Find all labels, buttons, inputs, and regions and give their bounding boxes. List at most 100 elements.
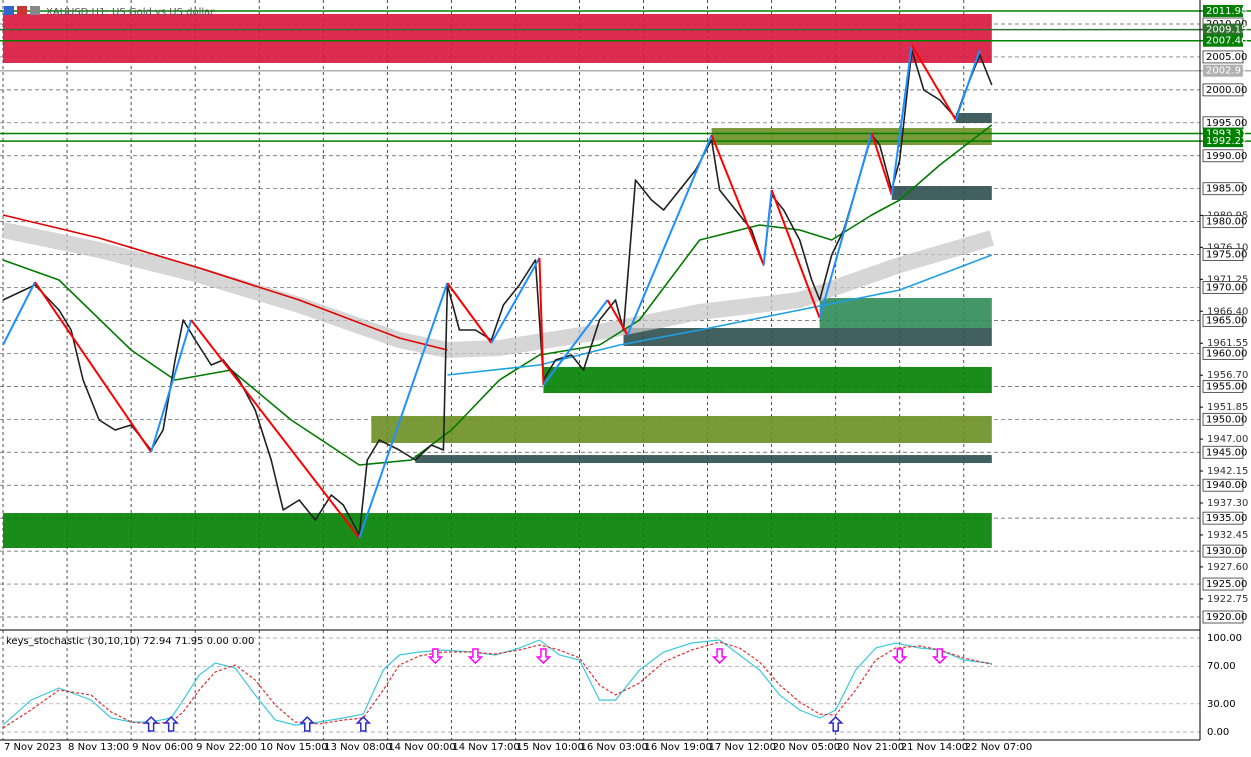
x-tick-label: 16 Nov 03:00	[580, 742, 647, 753]
y-tick-label: 1966.40	[1207, 306, 1248, 317]
signal-arrow	[143, 715, 159, 732]
ma-band	[1, 222, 995, 358]
x-tick-label: 17 Nov 12:00	[709, 742, 776, 753]
price-line	[2, 124, 993, 466]
signal-arrow	[355, 715, 372, 732]
y-tick-label: 1935.00	[1206, 513, 1247, 524]
y-tick-label: 1920.00	[1206, 612, 1247, 623]
y-tick-box	[1202, 511, 1244, 525]
y-tick-box	[1202, 445, 1244, 459]
y-tick-box	[1202, 248, 1244, 261]
y-tick-box	[1202, 215, 1244, 229]
y-tick-box	[1202, 182, 1244, 196]
y-tick-label: 1995.00	[1206, 118, 1247, 129]
zone	[3, 513, 992, 549]
y-tick-label: 1945.00	[1206, 447, 1247, 458]
y-tick-label: 1937.30	[1207, 498, 1248, 509]
level-box	[1203, 64, 1243, 77]
y-tick-label: 1980.00	[1206, 217, 1247, 228]
x-tick-label: 9 Nov 22:00	[196, 742, 257, 753]
signal-arrow	[427, 648, 444, 665]
y-tick-label: 0.00	[1207, 727, 1229, 738]
zigzag-segment	[818, 132, 873, 319]
y-tick-label: 1955.00	[1206, 381, 1247, 392]
y-tick-label: 1976.10	[1207, 242, 1248, 253]
level-label: 2009.15	[1206, 25, 1247, 36]
zone	[711, 128, 992, 146]
y-tick-label: 1942.15	[1207, 466, 1248, 477]
x-tick-label: 13 Nov 08:00	[324, 742, 391, 753]
y-tick-label: 70.00	[1207, 661, 1236, 672]
icon	[30, 6, 40, 15]
level-label: 1993.37	[1206, 129, 1247, 140]
zigzag-segment	[626, 134, 713, 336]
x-tick-label: 22 Nov 07:00	[965, 742, 1032, 753]
zone	[819, 298, 992, 329]
x-tick-label: 14 Nov 17:00	[452, 742, 519, 753]
x-tick-label: 20 Nov 21:00	[837, 742, 904, 753]
zigzag-segment	[910, 44, 957, 121]
level-label: 2002.91	[1206, 66, 1247, 77]
y-tick-label: 1971.25	[1207, 274, 1248, 285]
zigzag-segment	[542, 299, 609, 386]
level-label: 2007.46	[1206, 36, 1247, 47]
level-box	[1203, 23, 1243, 36]
indicator-title: keys_stochastic (30,10,10) 72.94 71.95 0…	[6, 636, 254, 647]
zigzag-segment	[2, 281, 36, 346]
zigzag-segment	[870, 132, 893, 196]
zone	[955, 113, 992, 124]
zigzag-segment	[446, 282, 493, 344]
y-tick-label: 1956.70	[1207, 370, 1248, 381]
x-tick-label: 20 Nov 05:00	[773, 742, 840, 753]
y-tick-label: 1950.00	[1206, 414, 1247, 425]
y-tick-label: 2005.00	[1206, 52, 1247, 63]
signal-arrow	[711, 648, 728, 665]
zigzag-segment	[710, 134, 765, 266]
zone	[371, 415, 992, 443]
icon	[17, 6, 27, 15]
x-tick-label: 9 Nov 06:00	[132, 742, 193, 753]
y-tick-label: 1940.00	[1206, 480, 1247, 491]
signal-arrow	[827, 715, 844, 732]
y-tick-box	[1202, 50, 1244, 64]
y-tick-label: 1965.00	[1206, 315, 1247, 326]
y-tick-box	[1202, 314, 1244, 327]
zigzag-segment	[150, 319, 193, 453]
y-tick-label: 1932.45	[1207, 530, 1248, 541]
y-tick-label: 100.00	[1207, 633, 1242, 644]
signal-arrow	[299, 715, 316, 732]
zigzag-segment	[770, 189, 821, 319]
x-tick-label: 8 Nov 13:00	[68, 742, 129, 753]
signal-arrow	[535, 648, 552, 665]
y-tick-box	[1202, 347, 1244, 360]
y-tick-box	[1202, 281, 1244, 294]
x-tick-label: 7 Nov 2023	[4, 742, 62, 753]
zone	[891, 186, 992, 200]
x-tick-label: 16 Nov 19:00	[645, 742, 712, 753]
signal-arrow	[163, 715, 179, 732]
y-tick-box	[1202, 544, 1244, 558]
y-tick-box	[1202, 379, 1244, 393]
icon	[4, 6, 14, 15]
chart-title: XAUUSD,H1: US Gold vs US dollar	[46, 7, 215, 18]
oscillator-line	[2, 639, 992, 726]
y-tick-label: 1990.00	[1206, 151, 1247, 162]
y-tick-label: 1930.00	[1206, 546, 1247, 557]
y-tick-label: 1961.55	[1207, 338, 1248, 349]
zigzag-segment	[954, 49, 981, 121]
y-tick-label: 1922.75	[1207, 594, 1248, 605]
zigzag-segment	[606, 299, 629, 336]
price-line	[2, 214, 448, 351]
level-box	[1203, 34, 1243, 47]
signal-arrow	[891, 648, 908, 665]
level-label: 1992.22	[1206, 136, 1247, 147]
zigzag-segment	[190, 319, 361, 539]
y-tick-box	[1202, 412, 1244, 426]
y-tick-box	[1202, 577, 1244, 591]
y-tick-label: 1970.00	[1206, 283, 1247, 294]
oscillator-line	[2, 641, 992, 729]
y-tick-label: 1925.00	[1206, 579, 1247, 590]
